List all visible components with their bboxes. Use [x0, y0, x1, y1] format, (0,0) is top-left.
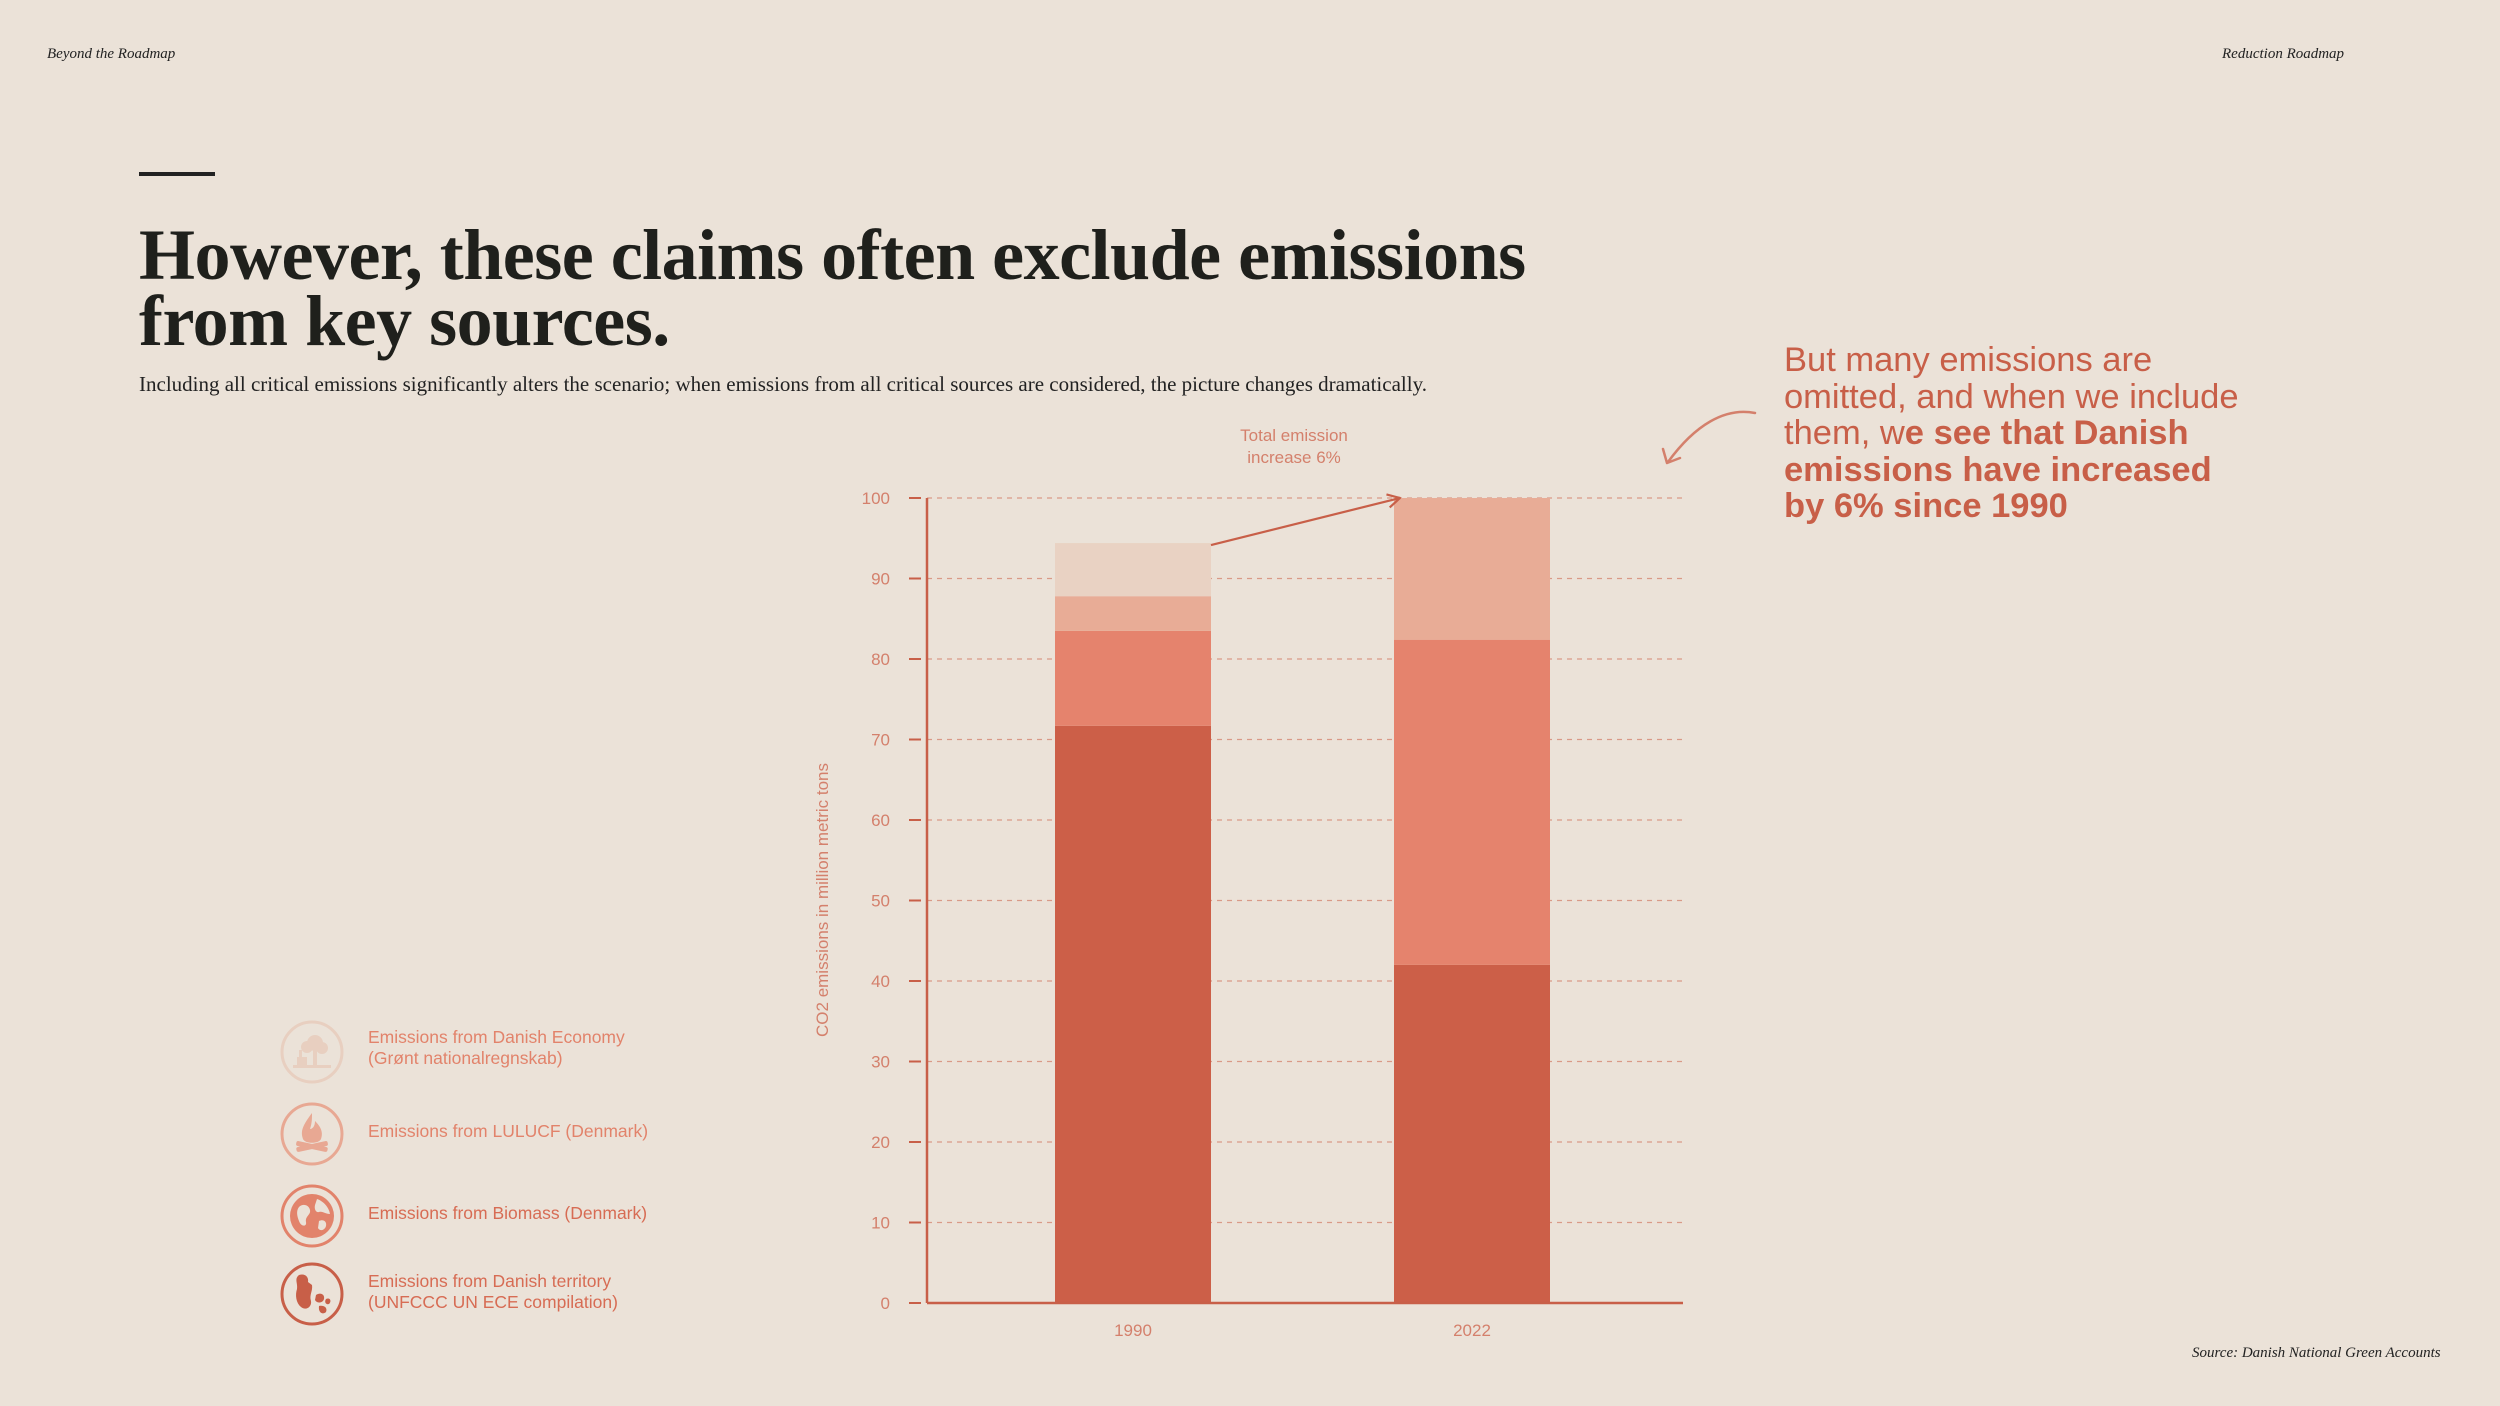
y-tick-label-90: 90 — [871, 570, 890, 589]
y-tick-label-70: 70 — [871, 731, 890, 750]
y-axis-title: CO2 emissions in million metric tons — [813, 763, 832, 1037]
bar-1990-segment-2 — [1055, 596, 1211, 631]
campfire-icon — [280, 1102, 344, 1166]
x-tick-label-2022: 2022 — [1453, 1321, 1491, 1340]
callout-text: But many emissions are omitted, and when… — [1784, 342, 2254, 525]
legend-label-lulucf: Emissions from LULUCF (Denmark) — [368, 1121, 649, 1141]
y-tick-label-60: 60 — [871, 811, 890, 830]
x-tick-label-1990: 1990 — [1114, 1321, 1152, 1340]
tree-industry-icon — [280, 1020, 344, 1084]
callout-bold: e see that Danish emissions have increas… — [1784, 414, 2212, 525]
y-tick-label-40: 40 — [871, 972, 890, 991]
bar-1990-segment-3 — [1055, 543, 1211, 597]
increase-arrow-line — [1210, 496, 1401, 547]
bar-1990-segment-0 — [1055, 725, 1211, 1303]
y-tick-label-80: 80 — [871, 650, 890, 669]
page-title: However, these claims often exclude emis… — [139, 215, 1526, 361]
source-note: Source: Danish National Green Accounts — [2192, 1345, 2441, 1361]
header-right-label: Reduction Roadmap — [2222, 46, 2345, 62]
y-tick-label-0: 0 — [881, 1294, 890, 1313]
increase-arrow-head — [1386, 493, 1402, 509]
y-tick-label-20: 20 — [871, 1133, 890, 1152]
callout-arrow-icon — [1661, 410, 1757, 465]
title-rule — [139, 172, 215, 176]
bar-2022-segment-0 — [1394, 964, 1550, 1303]
legend-label-biomass: Emissions from Biomass (Denmark) — [368, 1203, 648, 1223]
bar-1990-segment-1 — [1055, 630, 1211, 726]
y-tick-label-10: 10 — [871, 1214, 890, 1233]
denmark-map-icon — [280, 1262, 344, 1326]
y-tick-label-30: 30 — [871, 1053, 890, 1072]
bar-2022-segment-2 — [1394, 498, 1550, 640]
legend-label-danish-territory: Emissions from Danish territory (UNFCCC U… — [368, 1271, 618, 1312]
bar-2022-segment-1 — [1394, 639, 1550, 965]
legend-label-danish-economy: Emissions from Danish Economy (Grønt nati… — [368, 1027, 625, 1068]
page-subtitle: Including all critical emissions signifi… — [139, 372, 1427, 396]
y-tick-label-50: 50 — [871, 892, 890, 911]
annotation-line-1: Total emission — [1240, 426, 1348, 445]
y-tick-label-100: 100 — [862, 489, 890, 508]
globe-icon — [280, 1184, 344, 1248]
callout-normal: But many emissions are omitted, and when… — [1784, 341, 2239, 452]
annotation-line-2: increase 6% — [1247, 448, 1341, 467]
header-left-label: Beyond the Roadmap — [47, 46, 176, 62]
